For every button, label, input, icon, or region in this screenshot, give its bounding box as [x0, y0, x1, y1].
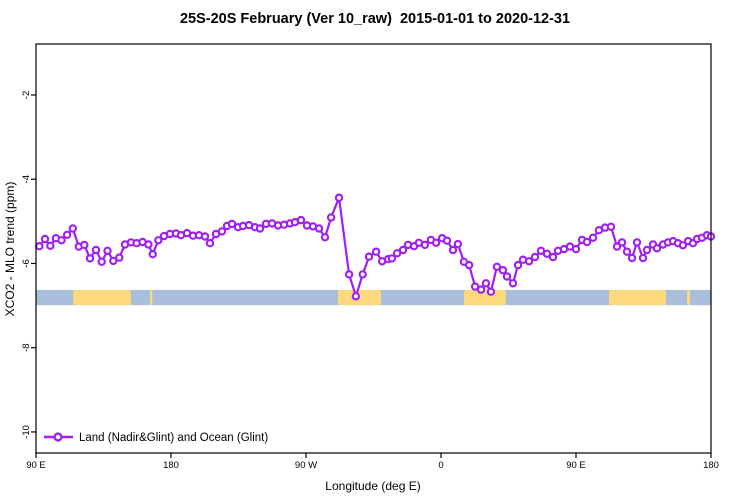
data-point — [314, 224, 324, 233]
y-axis: -2 -4 -6 -8 -10 — [21, 91, 36, 439]
data-point — [334, 193, 344, 202]
data-point — [513, 260, 523, 270]
series-line — [38, 196, 713, 298]
data-point — [398, 245, 408, 255]
data-point — [200, 232, 210, 241]
data-point — [320, 233, 330, 242]
y-tick-label: -2 — [21, 91, 32, 99]
data-point — [502, 272, 512, 281]
data-point — [326, 213, 336, 222]
data-point — [464, 260, 474, 270]
data-point — [62, 230, 72, 239]
data-point — [80, 240, 89, 250]
land-patch — [609, 289, 666, 306]
data-point — [91, 245, 101, 255]
legend-marker-icon — [53, 432, 63, 442]
data-point — [492, 262, 502, 271]
data-point — [115, 253, 124, 262]
data-point — [217, 227, 227, 236]
data-point — [148, 249, 157, 259]
data-point — [524, 257, 534, 266]
data-point — [97, 257, 106, 266]
data-point — [57, 236, 66, 245]
data-point — [35, 241, 44, 251]
data-point — [448, 245, 458, 255]
x-tick-label: 90 E — [566, 460, 586, 471]
x-tick-label: 180 — [703, 460, 719, 471]
data-point — [85, 254, 95, 263]
data-point — [364, 252, 374, 261]
legend-label: Land (Nadir&Glint) and Ocean (Glint) — [79, 432, 268, 444]
data-point — [530, 252, 540, 262]
data-point — [453, 239, 463, 249]
y-tick-label: -6 — [21, 259, 32, 267]
data-point — [371, 247, 381, 256]
plot-border — [35, 43, 712, 454]
data-point — [652, 244, 662, 253]
data-point — [351, 292, 361, 301]
y-axis-title: XCO2 - MLO trend (ppm) — [3, 182, 17, 317]
x-axis-title: Longitude (deg E) — [325, 479, 420, 493]
data-point — [498, 266, 508, 275]
land-patch — [463, 289, 506, 306]
data-point — [387, 254, 397, 263]
x-tick-label: 180 — [163, 460, 179, 471]
data-point — [617, 238, 627, 247]
y-tick-label: -4 — [21, 175, 32, 183]
data-point — [642, 245, 652, 255]
data-point — [542, 249, 552, 258]
data-point — [627, 253, 637, 263]
data-point — [296, 215, 306, 225]
land-patch — [150, 289, 153, 306]
data-point — [548, 252, 558, 262]
data-point — [46, 241, 55, 250]
data-point — [612, 242, 622, 251]
data-point — [227, 219, 237, 229]
data-point — [144, 240, 153, 249]
data-point — [358, 270, 367, 279]
data-point — [606, 222, 616, 231]
data-point — [392, 249, 402, 258]
data-point — [476, 285, 486, 294]
data-point — [205, 238, 215, 248]
x-axis: 90 E 180 90 W 0 90 E 180 — [26, 453, 719, 471]
chart-title: 25S-20S February (Ver 10_raw) 2015-01-01… — [180, 11, 570, 27]
data-point — [40, 234, 50, 244]
data-point — [481, 279, 491, 288]
x-tick-label: 0 — [438, 460, 443, 471]
land-patch — [73, 289, 131, 306]
x-tick-label: 90 W — [295, 460, 317, 471]
y-tick-label: -10 — [21, 425, 32, 439]
data-point — [255, 224, 265, 233]
x-tick-label: 90 E — [26, 460, 46, 471]
data-point — [638, 253, 648, 263]
data-point — [571, 244, 581, 254]
data-point — [109, 256, 118, 266]
land-patch — [687, 289, 690, 306]
data-point — [420, 240, 430, 250]
data-point — [632, 238, 642, 247]
data-point — [103, 246, 112, 255]
data-point — [622, 247, 632, 256]
data-point — [508, 279, 518, 288]
data-point — [588, 233, 598, 242]
data-point — [678, 241, 688, 250]
data-point — [344, 270, 354, 279]
data-point — [68, 224, 78, 233]
data-point — [154, 236, 163, 245]
data-point — [442, 236, 452, 245]
surface-band — [36, 289, 711, 306]
data-point — [582, 237, 592, 247]
legend: Land (Nadir&Glint) and Ocean (Glint) — [44, 432, 268, 444]
data-point — [486, 287, 496, 296]
y-tick-label: -8 — [21, 343, 32, 351]
data-point — [431, 238, 441, 247]
data-series — [35, 193, 716, 301]
